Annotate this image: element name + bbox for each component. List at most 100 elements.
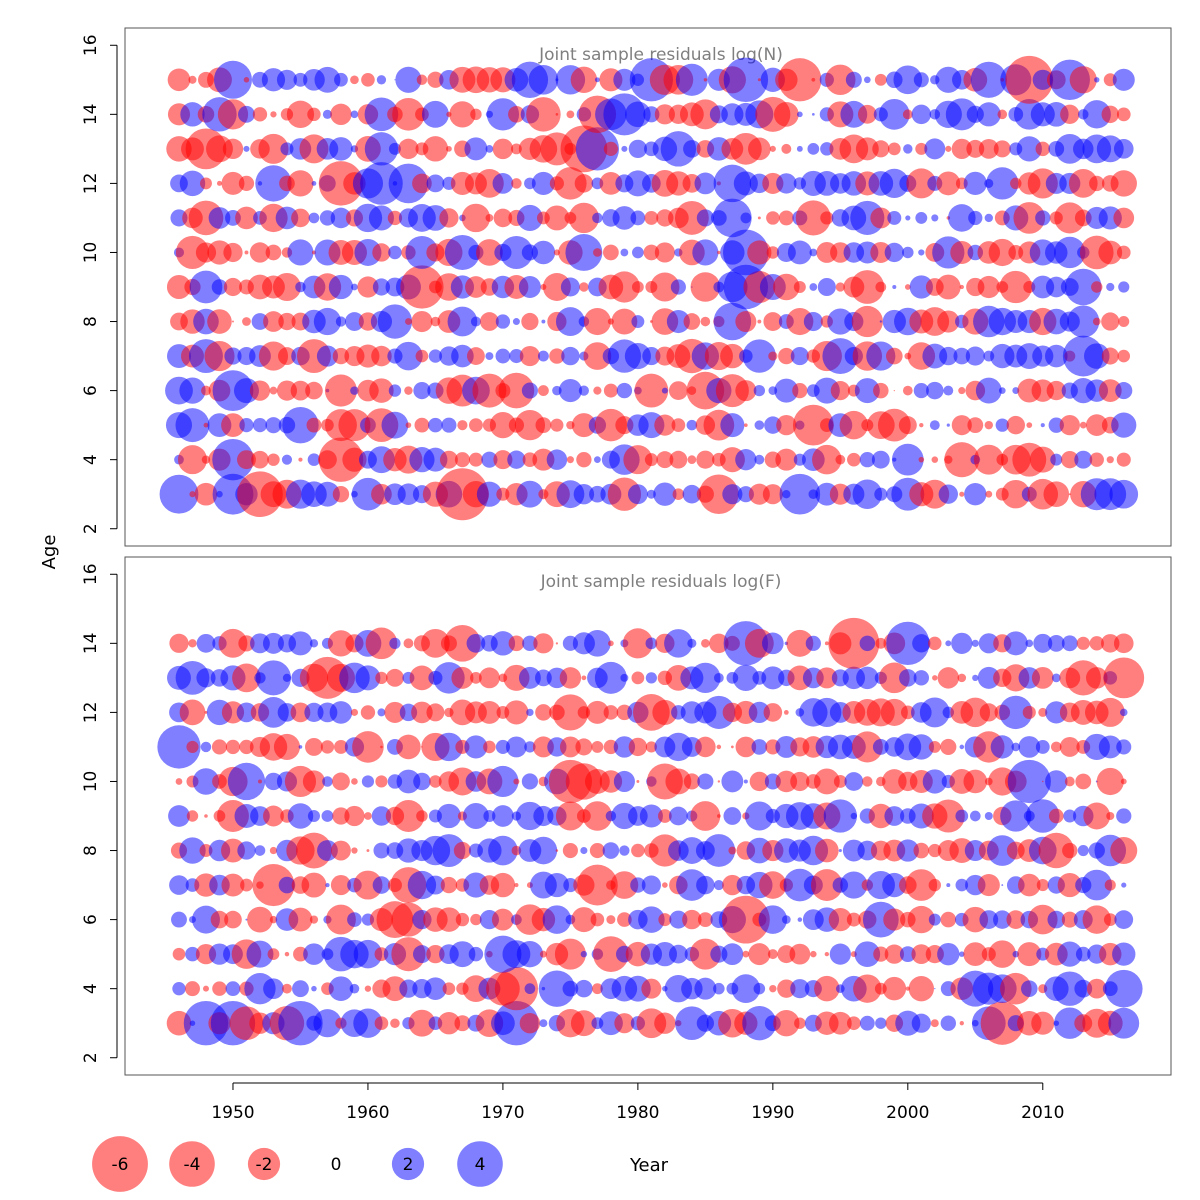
residual-bubble [394,79,396,81]
residual-bubble [839,410,869,440]
residual-bubble [1017,942,1042,967]
residual-bubble [201,385,211,396]
y-tick-label: 8 [81,316,101,327]
residual-bubble [875,281,887,293]
residual-bubble [716,744,722,750]
residual-bubble [303,943,325,965]
residual-bubble [943,385,954,396]
residual-bubble [168,805,190,827]
residual-bubble [984,213,993,223]
residual-bubble [439,208,459,228]
y-tick-label: 16 [81,34,101,56]
residual-bubble [594,661,627,694]
residual-bubble [1110,170,1137,197]
residual-bubble [409,665,435,691]
residual-bubble [555,307,585,336]
residual-bubble [1046,380,1066,401]
residual-bubble [583,307,611,336]
residual-bubble [988,238,1016,267]
y-tick-label: 8 [81,845,101,856]
residual-bubble [645,741,657,753]
legend-bubble [391,1147,425,1181]
residual-bubble [768,351,778,361]
residual-bubble [532,736,554,758]
residual-bubble [531,171,555,195]
residual-bubble [1031,1011,1055,1035]
residual-bubble [945,640,952,647]
residual-bubble [521,382,538,399]
residual-bubble [709,633,729,654]
residual-bubble [566,110,575,119]
residual-bubble [968,210,983,226]
residual-bubble [243,145,250,152]
residual-bubble [350,75,359,85]
residual-bubble [669,910,688,929]
residual-bubble [964,483,987,506]
residual-bubble [305,737,323,756]
residual-bubble [188,639,197,648]
residual-bubble [573,483,595,505]
residual-bubble [1074,979,1093,998]
residual-bubble [591,983,603,995]
y-tick-label: 16 [81,563,101,585]
residual-bubble [364,97,399,132]
residual-bubble [1048,417,1064,433]
residual-bubble [236,702,257,723]
residual-bubble [372,243,391,262]
residual-bubble [251,450,269,469]
residual-bubble [342,447,367,472]
residual-bubble [509,349,524,364]
residual-bubble [675,1006,709,1041]
residual-bubble [1047,910,1066,929]
residual-bubble [307,809,320,823]
residual-bubble [552,694,589,731]
residual-bubble [405,318,412,325]
residual-bubble [361,73,375,87]
residual-bubble [829,943,851,965]
residual-bubble [1052,971,1087,1006]
residual-bubble [761,666,785,690]
bubble-layer-f [157,617,1145,1046]
residual-bubble [1096,767,1124,796]
residual-bubble [696,450,715,469]
residual-bubble [744,423,748,427]
residual-bubble [1101,105,1120,124]
residual-bubble [344,805,365,827]
residual-bubble [608,271,640,303]
residual-bubble [664,629,693,658]
residual-bubble [194,482,218,506]
residual-bubble [574,174,594,193]
residual-bubble [792,382,808,399]
residual-bubble [468,452,483,467]
residual-bubble [396,734,421,760]
residual-bubble [790,771,810,792]
residual-bubble [518,276,541,298]
residual-bubble [264,772,283,791]
residual-bubble [1085,667,1108,689]
residual-bubble [524,741,536,753]
residual-bubble [262,632,284,654]
residual-bubble [298,745,303,749]
residual-bubble [594,456,601,464]
residual-bubble [533,633,554,654]
residual-bubble [249,380,271,401]
residual-bubble [695,736,716,758]
residual-bubble [937,667,960,689]
residual-bubble [495,314,511,329]
residual-bubble [485,145,494,153]
residual-bubble [855,137,879,161]
residual-bubble [754,454,765,465]
residual-bubble [873,382,889,399]
residual-bubble [934,988,936,990]
residual-bubble [886,347,903,365]
residual-bubble [454,452,470,468]
residual-bubble [630,210,646,226]
residual-bubble [1108,1007,1140,1039]
residual-bubble [513,778,520,785]
residual-bubble [286,100,315,128]
residual-bubble [535,417,552,434]
residual-bubble [1120,778,1127,785]
residual-bubble [697,773,714,790]
residual-bubble [208,207,231,229]
residual-bubble [951,138,972,159]
